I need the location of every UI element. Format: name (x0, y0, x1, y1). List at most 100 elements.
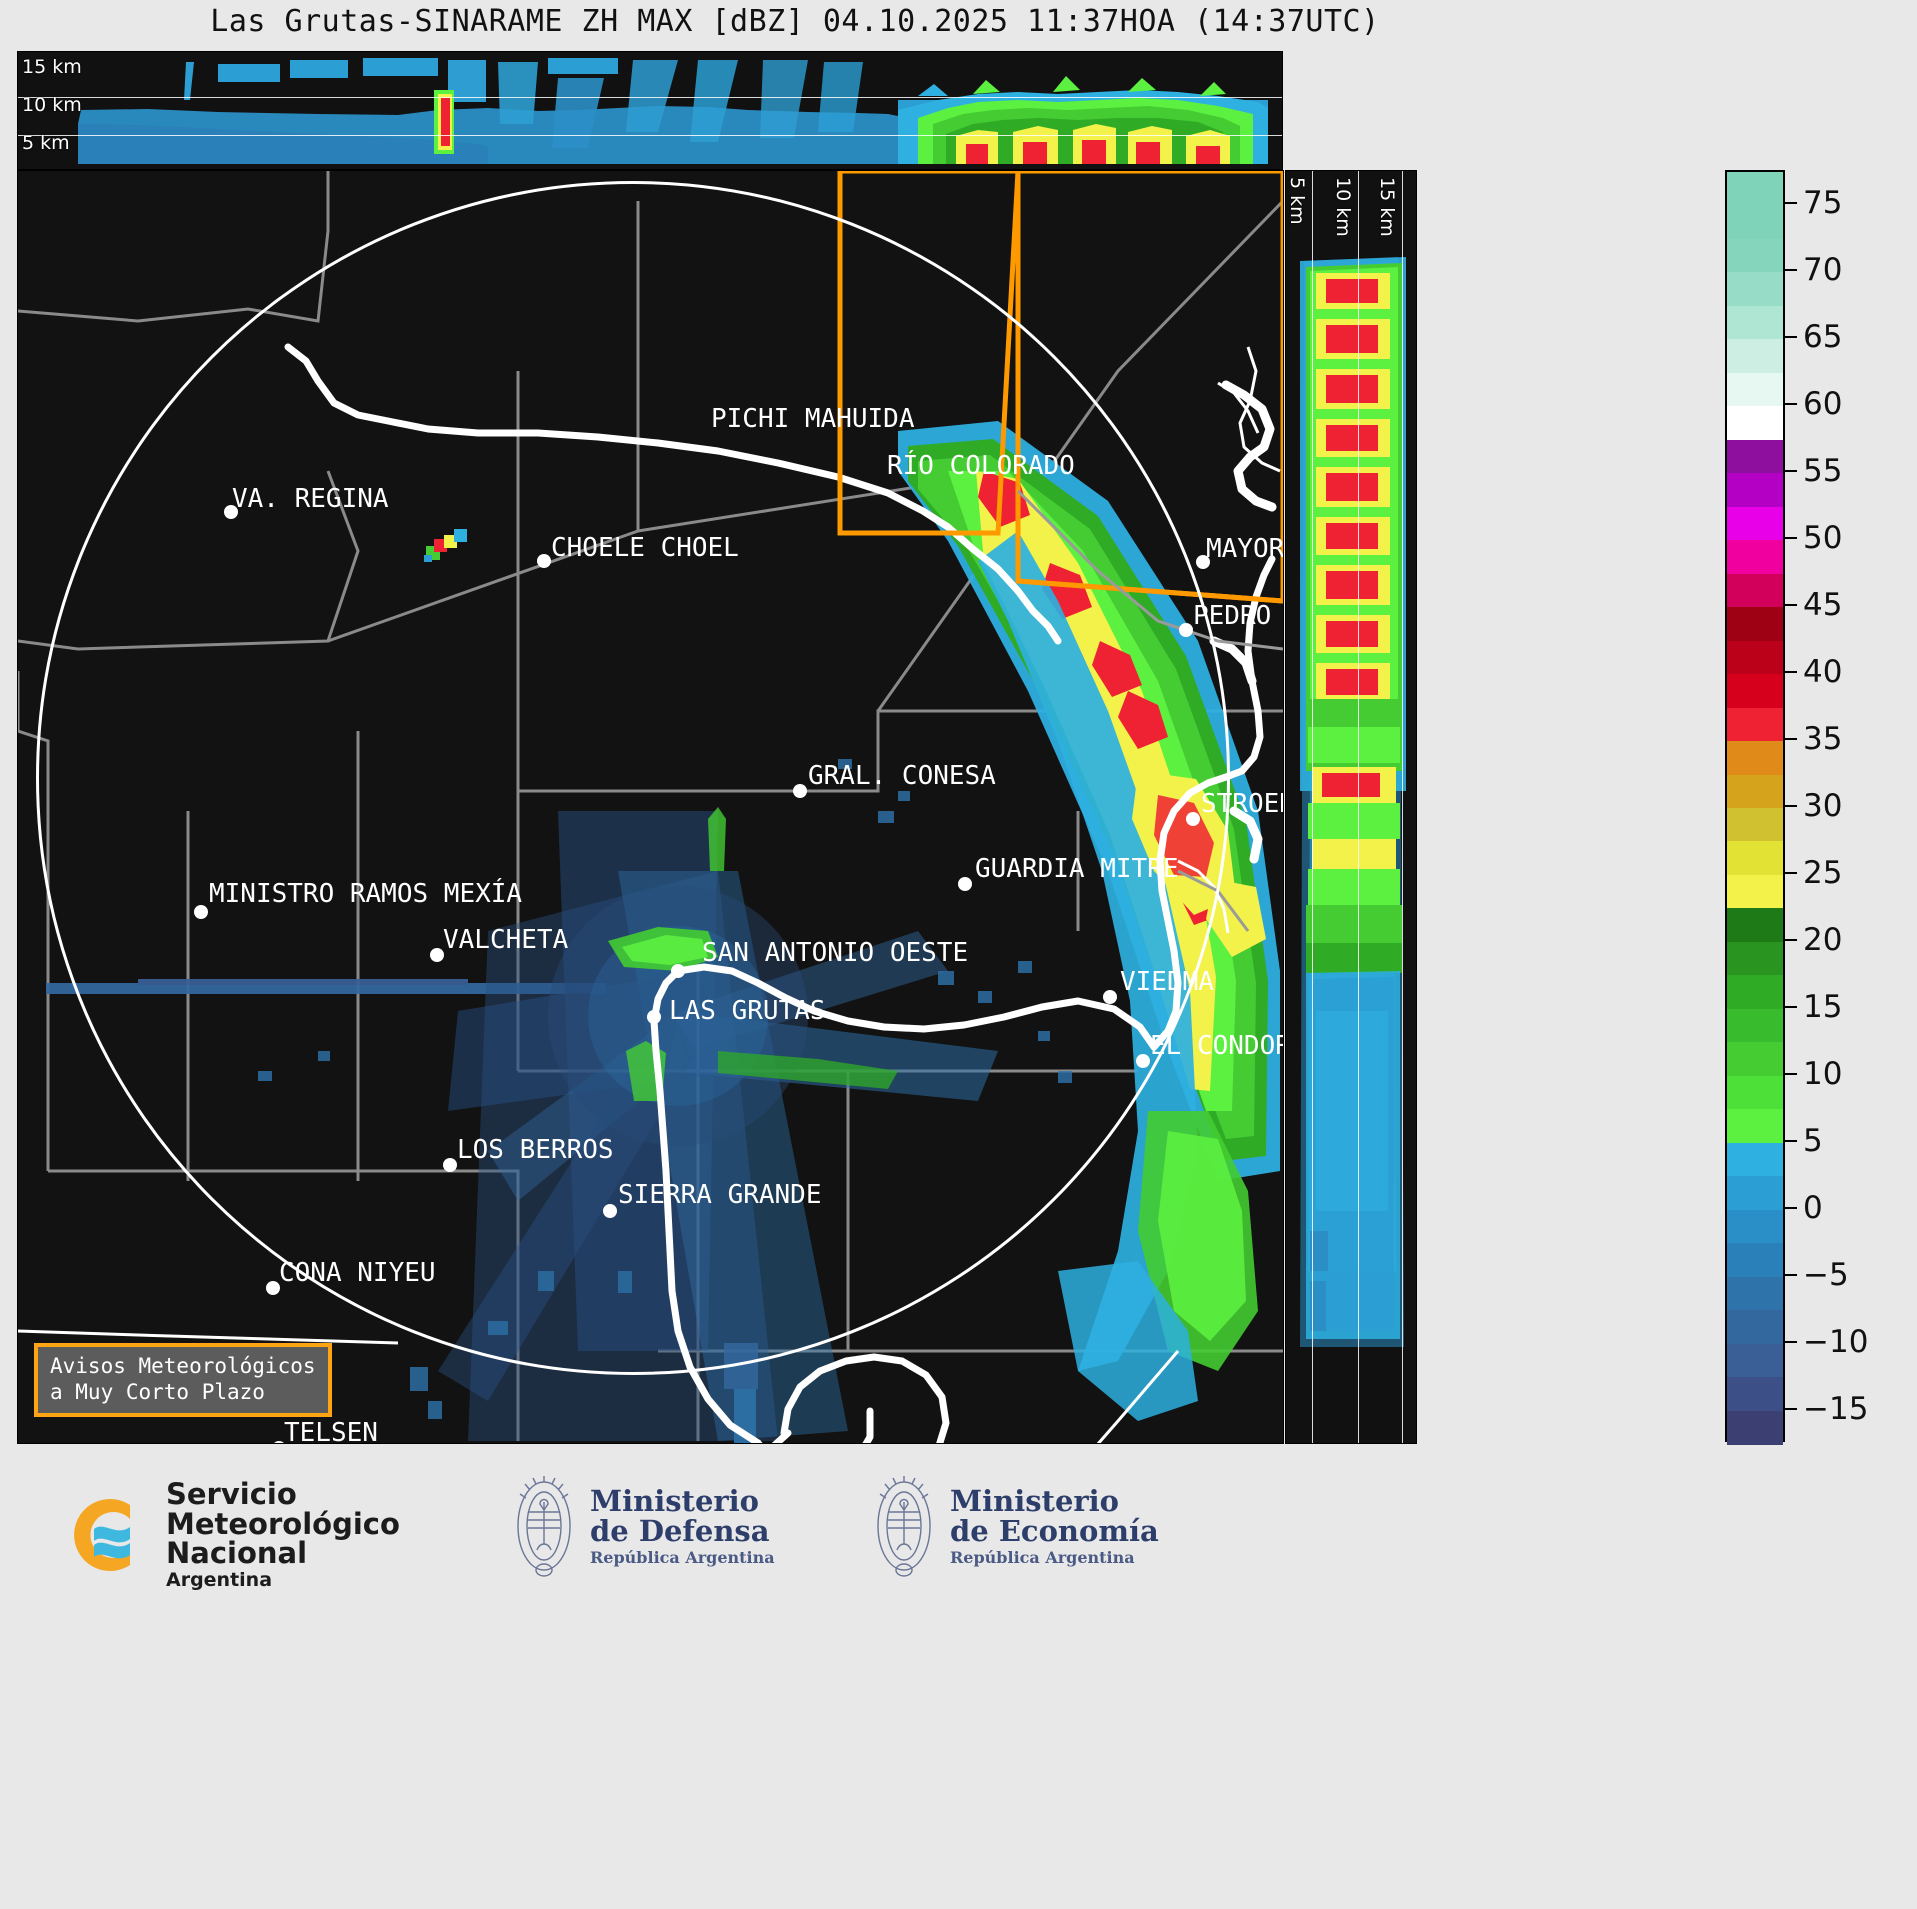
smn-line-4: Argentina (166, 1568, 273, 1591)
colorbar-segment (1727, 941, 1783, 976)
colorbar-tick-label: 70 (1803, 252, 1843, 289)
colorbar-segment (1727, 372, 1783, 407)
colorbar-tick (1785, 537, 1797, 540)
colorbar-tick-label: 15 (1803, 988, 1843, 1025)
colorbar-segment (1727, 808, 1783, 843)
colorbar-segment (1727, 1410, 1783, 1445)
colorbar-segment (1727, 172, 1783, 207)
xr-label-15km: 15 km (1376, 177, 1398, 237)
colorbar-tick (1785, 738, 1797, 741)
colorbar-segment (1727, 339, 1783, 374)
city-label-gral-conesa: GRAL. CONESA (808, 761, 996, 791)
city-label-pichi-mahuida: PICHI MAHUIDA (711, 404, 915, 434)
city-label-stroeder: STROEDE (1201, 789, 1283, 819)
page-title: Las Grutas-SINARAME ZH MAX [dBZ] 04.10.2… (210, 4, 1380, 39)
smn-line-2: Meteorológico (166, 1506, 400, 1541)
colorbar-tick-label: 45 (1803, 587, 1843, 624)
colorbar-tick-label: 5 (1803, 1122, 1823, 1159)
colorbar-tick (1785, 604, 1797, 607)
city-label-rio-colorado: RÍO COLORADO (887, 451, 1075, 481)
colorbar-tick-label: 20 (1803, 921, 1843, 958)
avisos-line-1: Avisos Meteorológicos (50, 1353, 316, 1378)
colorbar-segment (1727, 674, 1783, 709)
xr-gridline-10km (1358, 171, 1359, 1443)
colorbar-tick (1785, 1340, 1797, 1343)
xr-gridline-15km (1402, 171, 1403, 1443)
colorbar-segment (1727, 874, 1783, 909)
colorbar-segment (1727, 1377, 1783, 1412)
colorbar-segment (1727, 1276, 1783, 1311)
colorbar-tick-label: 35 (1803, 721, 1843, 758)
colorbar-tick-label: −15 (1803, 1390, 1869, 1427)
city-dot (537, 554, 551, 568)
city-dot (1196, 555, 1210, 569)
economia-line-2: de Economía (950, 1514, 1159, 1549)
smn-logo-text: Servicio Meteorológico Nacional Argentin… (166, 1477, 400, 1591)
logo-ministerio-economia: Ministerio de Economía República Argenti… (872, 1472, 1159, 1580)
city-dot (194, 905, 208, 919)
city-dot (443, 1158, 457, 1172)
colorbar-segment (1727, 1243, 1783, 1278)
city-dot (1136, 1054, 1150, 1068)
defensa-line-1: Ministerio (590, 1483, 760, 1518)
colorbar-segment (1727, 238, 1783, 273)
colorbar-segment (1727, 1008, 1783, 1043)
colorbar-tick (1785, 202, 1797, 205)
colorbar-segment (1727, 975, 1783, 1010)
smn-line-1: Servicio (166, 1477, 297, 1511)
colorbar-segment (1727, 305, 1783, 340)
colorbar-segment (1727, 406, 1783, 441)
top-cross-section-panel: 15 km 10 km 5 km (17, 51, 1283, 170)
city-dot (671, 964, 685, 978)
colorbar-segment (1727, 1176, 1783, 1211)
colorbar-segment (1727, 573, 1783, 608)
colorbar-segment (1727, 540, 1783, 575)
colorbar-tick (1785, 1273, 1797, 1276)
city-dot (958, 877, 972, 891)
colorbar-tick-label: −5 (1803, 1256, 1849, 1293)
colorbar-tick (1785, 336, 1797, 339)
colorbar-tick (1785, 1139, 1797, 1142)
city-dot (793, 784, 807, 798)
xr-gridline-5km (1312, 171, 1313, 1443)
colorbar-tick-label: −10 (1803, 1323, 1869, 1360)
xsec-label-5km: 5 km (22, 132, 70, 154)
colorbar-segment (1727, 741, 1783, 776)
colorbar-segment (1727, 506, 1783, 541)
city-label-el-condor: EL CONDOR (1150, 1031, 1284, 1061)
colorbar-tick-label: 25 (1803, 854, 1843, 891)
city-label-san-antonio-oeste: SAN ANTONIO OESTE (702, 938, 969, 968)
city-label-mayor: MAYOR (1206, 534, 1284, 564)
city-label-valcheta: VALCHETA (443, 925, 569, 955)
city-dot (647, 1010, 661, 1024)
colorbar-segment (1727, 841, 1783, 876)
city-label-telsen: TELSEN (284, 1418, 378, 1444)
colorbar-segment (1727, 607, 1783, 642)
colorbar-segment (1727, 1310, 1783, 1345)
colorbar-tick (1785, 1005, 1797, 1008)
economia-line-3: República Argentina (950, 1547, 1135, 1567)
colorbar-tick-label: 30 (1803, 788, 1843, 824)
colorbar-tick (1785, 671, 1797, 674)
colorbar-gradient (1725, 170, 1785, 1445)
colorbar-tick (1785, 470, 1797, 473)
colorbar-segment (1727, 1209, 1783, 1244)
colorbar-segment (1727, 707, 1783, 742)
colorbar-tick (1785, 1072, 1797, 1075)
argentina-coat-of-arms-icon (872, 1472, 936, 1580)
city-label-viedma: VIEDMA (1120, 967, 1214, 997)
logo-smn: Servicio Meteorológico Nacional Argentin… (60, 1477, 400, 1591)
colorbar-segment (1727, 1042, 1783, 1077)
city-dot (430, 948, 444, 962)
xr-label-10km: 10 km (1332, 177, 1354, 237)
colorbar-tick (1785, 269, 1797, 272)
xsec-gridline-5km (18, 135, 1282, 136)
economia-line-1: Ministerio (950, 1483, 1120, 1518)
defensa-line-2: de Defensa (590, 1514, 770, 1549)
smn-logo-icon (60, 1489, 152, 1581)
right-cross-section-echo (1292, 257, 1406, 1347)
city-dot (272, 1441, 286, 1443)
radar-map-panel[interactable]: PICHI MAHUIDA RÍO COLORADO VA. REGINA CH… (17, 170, 1284, 1444)
radar-range-ring (36, 181, 1230, 1375)
colorbar-tick-label: 40 (1803, 654, 1843, 691)
